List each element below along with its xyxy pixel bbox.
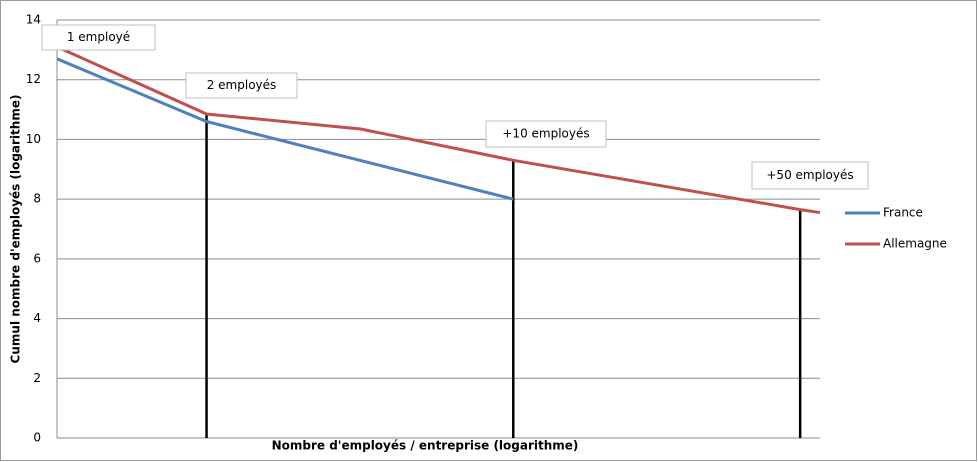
y-tick-label: 8 <box>33 192 41 206</box>
annotation-box <box>185 72 298 99</box>
annotation-box <box>751 161 869 190</box>
legend-label: Allemagne <box>883 237 947 251</box>
y-tick-label: 10 <box>26 132 41 146</box>
y-tick-label: 12 <box>26 72 41 86</box>
annotation: +10 employés <box>502 127 589 141</box>
y-axis-label: Cumul nombre d'employés (logarithme) <box>9 95 23 364</box>
annotation: 1 employé <box>67 30 130 44</box>
annotation: 2 employés <box>207 78 277 92</box>
annotation-box <box>41 24 156 51</box>
y-tick-label: 6 <box>33 251 41 265</box>
y-tick-label: 14 <box>26 13 41 27</box>
legend-label: France <box>883 206 923 220</box>
series-line <box>56 57 514 201</box>
y-tick-label: 2 <box>33 371 41 385</box>
y-tick-label: 0 <box>33 431 41 445</box>
annotation-box <box>485 120 607 148</box>
annotation: +50 employés <box>766 168 853 182</box>
series-line <box>56 45 821 215</box>
y-tick-label: 4 <box>33 311 41 325</box>
x-axis-label: Nombre d'employés / entreprise (logarith… <box>272 439 579 453</box>
